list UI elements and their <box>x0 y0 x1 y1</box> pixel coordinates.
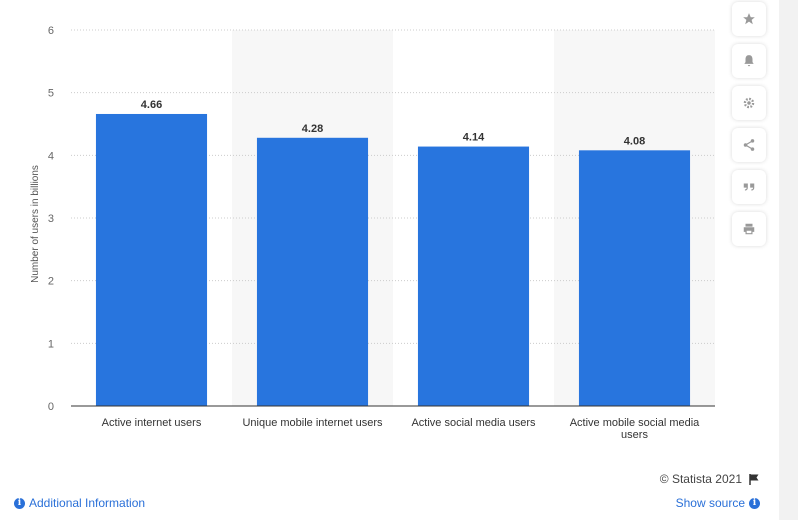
x-tick-label: Active internet users <box>102 417 202 429</box>
additional-information-label: Additional Information <box>29 496 146 510</box>
bar[interactable] <box>578 150 691 406</box>
show-source-link[interactable]: Show source i <box>676 496 760 510</box>
notification-button[interactable] <box>732 44 766 78</box>
favorite-button[interactable] <box>732 2 766 36</box>
y-tick-label: 4 <box>48 150 54 162</box>
bar[interactable] <box>95 113 208 407</box>
scrollbar-track[interactable] <box>779 0 798 520</box>
star-icon <box>743 13 755 25</box>
additional-information-link[interactable]: i Additional Information <box>14 496 145 510</box>
y-axis-label: Number of users in billions <box>30 165 41 283</box>
credit-text: © Statista 2021 <box>659 472 742 486</box>
x-tick-label: Active social media users <box>411 417 536 429</box>
info-icon: i <box>14 497 25 509</box>
show-source-label: Show source <box>675 496 745 510</box>
data-label: 4.28 <box>302 123 323 135</box>
print-icon <box>743 223 755 235</box>
data-label: 4.66 <box>141 99 162 111</box>
y-tick-label: 0 <box>48 401 54 413</box>
data-label: 4.08 <box>624 135 645 147</box>
flag-icon[interactable] <box>748 473 760 485</box>
share-button[interactable] <box>732 128 766 162</box>
y-tick-label: 5 <box>48 88 54 100</box>
data-label: 4.14 <box>463 132 485 144</box>
y-tick-label: 6 <box>48 25 54 37</box>
bar[interactable] <box>417 146 530 406</box>
print-button[interactable] <box>732 212 766 246</box>
gear-icon <box>743 97 755 109</box>
cite-button[interactable] <box>732 170 766 204</box>
x-tick-label: Active mobile social media users <box>570 417 700 441</box>
y-tick-label: 3 <box>48 213 54 225</box>
chart: 4.66 4.28 4.14 4.08 0 1 2 3 4 5 6 Active internet… <box>30 25 715 441</box>
share-icon <box>743 139 755 151</box>
settings-button[interactable] <box>732 86 766 120</box>
bar[interactable] <box>256 137 369 406</box>
y-tick-label: 1 <box>48 338 54 350</box>
quote-icon <box>743 183 755 191</box>
statista-credit: © Statista 2021 <box>660 472 760 486</box>
info-icon: i <box>749 497 760 509</box>
x-tick-label: Unique mobile internet users <box>242 417 383 429</box>
bell-icon <box>744 55 754 67</box>
y-tick-label: 2 <box>48 276 54 288</box>
bar-chart: 4.66 4.28 4.14 4.08 0 1 2 3 4 5 6 Active internet… <box>30 25 715 441</box>
